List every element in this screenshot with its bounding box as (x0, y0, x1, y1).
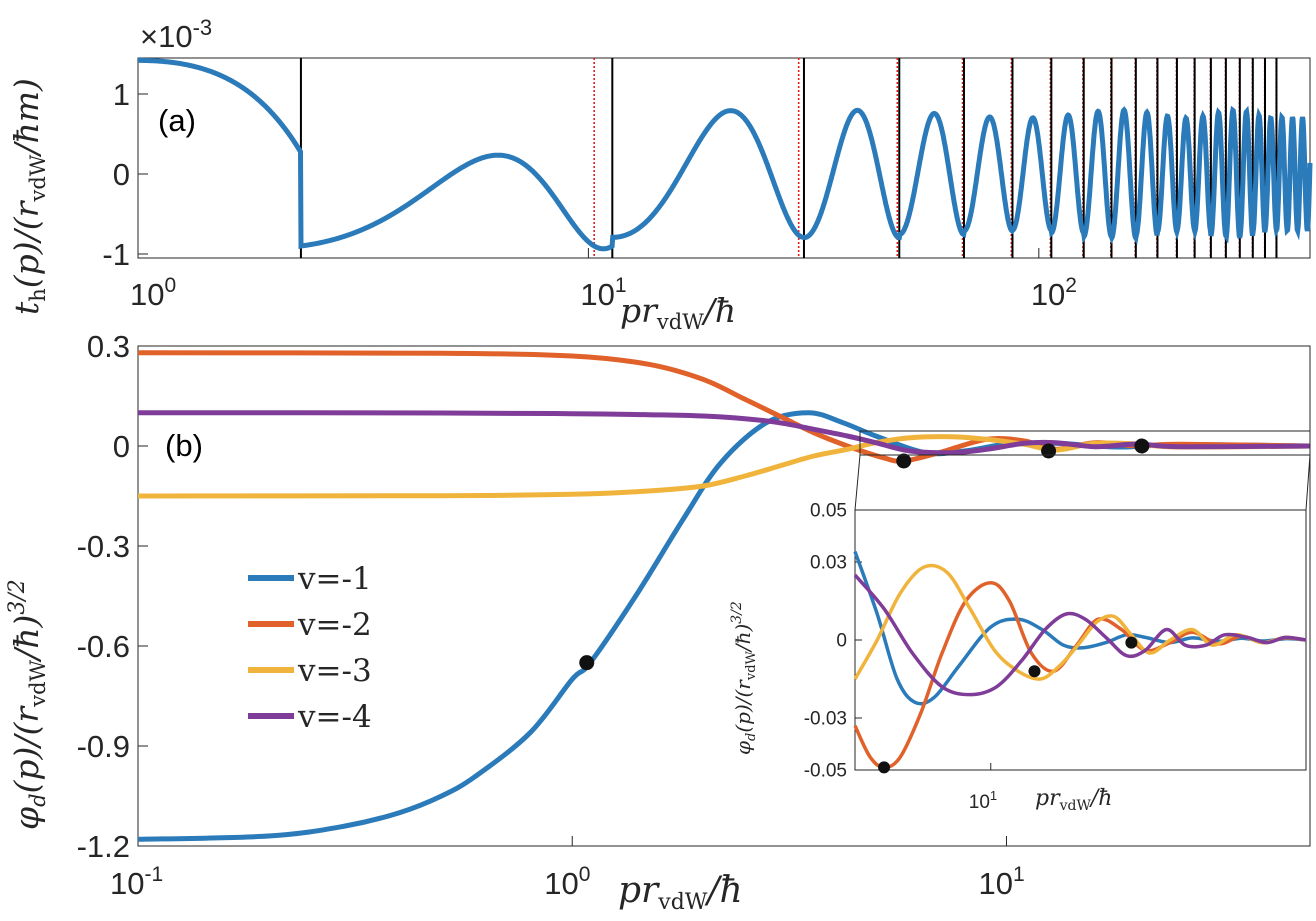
y-tick-label: 0.05 (810, 501, 847, 522)
inset-data-marker (1028, 665, 1041, 678)
panel-a-y-axis-label: th(p)/(rvdW/ħm) (7, 78, 50, 315)
data-marker (579, 655, 595, 671)
legend-entry: v=-2 (297, 607, 372, 643)
inset-series-line-v=-3 (853, 563, 1307, 681)
y-tick-label: 0 (113, 429, 130, 464)
panel-b-y-ticks: 0.3 0 -0.3 -0.6 -0.9 -1.2 (77, 329, 148, 864)
y-tick-label: -0.6 (77, 629, 130, 664)
panel-b-y-axis-label: φd(p)/(rvdW/ħ)3/2 (5, 579, 50, 830)
inset-curves (853, 551, 1307, 770)
inset-y-axis-label: φd(p)/(rvdW/ħ)3/2 (729, 601, 759, 755)
inset-connector-left (854, 454, 861, 511)
inset-markers (878, 636, 1138, 774)
panel-b-x-axis-label: prvdW/ħ (618, 870, 743, 915)
panel-b-legend: v=-1 v=-2 v=-3 v=-4 (248, 561, 372, 735)
x-tick-label: 101 (978, 863, 1024, 901)
panel-b-axes-box (137, 345, 1311, 847)
panel-b: 0.3 0 -0.3 -0.6 -0.9 -1.2 10-1 100 101 (b) prvd… (5, 329, 1311, 915)
panel-a-curve (138, 57, 1313, 252)
inset-zoom-region (859, 430, 1311, 456)
panel-a: ×10-3 -1 0 1 100 101 102 (a) prvdW/ħ th(p)/(… (7, 15, 1313, 334)
x-tick-label: 10-1 (110, 863, 163, 901)
y-tick-label: -0.03 (804, 709, 847, 730)
legend-entry: v=-3 (297, 653, 372, 689)
inset-x-axis-label: prvdW/ħ (1035, 786, 1112, 814)
data-marker (1134, 438, 1150, 454)
x-tick-label: 102 (1031, 274, 1077, 312)
data-marker (1041, 443, 1057, 459)
panel-a-label: (a) (158, 103, 196, 138)
y-tick-label: 0.03 (810, 553, 847, 574)
y-tick-label: -1.2 (77, 829, 130, 864)
x-tick-label: 100 (130, 274, 176, 312)
inset-data-marker (1125, 636, 1138, 649)
panel-a-x-ticks: 100 101 102 (130, 248, 1077, 312)
y-tick-label: 0 (113, 157, 130, 192)
y-tick-label: 0.3 (87, 329, 130, 364)
panel-b-label: (b) (165, 428, 203, 463)
panel-a-x-axis-label: prvdW/ħ (620, 291, 736, 334)
x-tick-label: 100 (544, 863, 590, 901)
y-tick-label: -0.3 (77, 529, 130, 564)
y-tick-label: -1 (102, 237, 130, 272)
y-tick-label: 0 (836, 631, 847, 652)
svg-text:φd(p)/(rvdW/ħ)3/2: φd(p)/(rvdW/ħ)3/2 (729, 601, 759, 755)
legend-entry: v=-1 (297, 561, 372, 597)
data-marker (896, 453, 912, 469)
panel-a-multiplier: ×10-3 (140, 15, 212, 54)
y-tick-label: -0.05 (804, 761, 847, 782)
svg-text:φd(p)/(rvdW/ħ)3/2: φd(p)/(rvdW/ħ)3/2 (5, 579, 50, 830)
x-tick-label: 101 (969, 788, 997, 813)
inset-y-ticks: 0.05 0.03 0 -0.03 -0.05 (804, 501, 862, 782)
inset-connector-right (1305, 454, 1311, 511)
y-tick-label: -0.9 (77, 729, 130, 764)
panel-b-inset: 0.05 0.03 0 -0.03 -0.05 101 prvdW/ħ φd(p)/(r… (729, 501, 1307, 814)
panel-a-y-ticks: -1 0 1 (102, 77, 148, 272)
inset-data-marker (878, 761, 891, 774)
legend-entry: v=-4 (297, 699, 372, 735)
inset-series-line-v=-4 (853, 573, 1307, 697)
svg-text:th(p)/(rvdW/ħm): th(p)/(rvdW/ħm) (7, 78, 50, 315)
panel-a-axes-box (137, 57, 1311, 259)
y-tick-label: 1 (113, 77, 130, 112)
